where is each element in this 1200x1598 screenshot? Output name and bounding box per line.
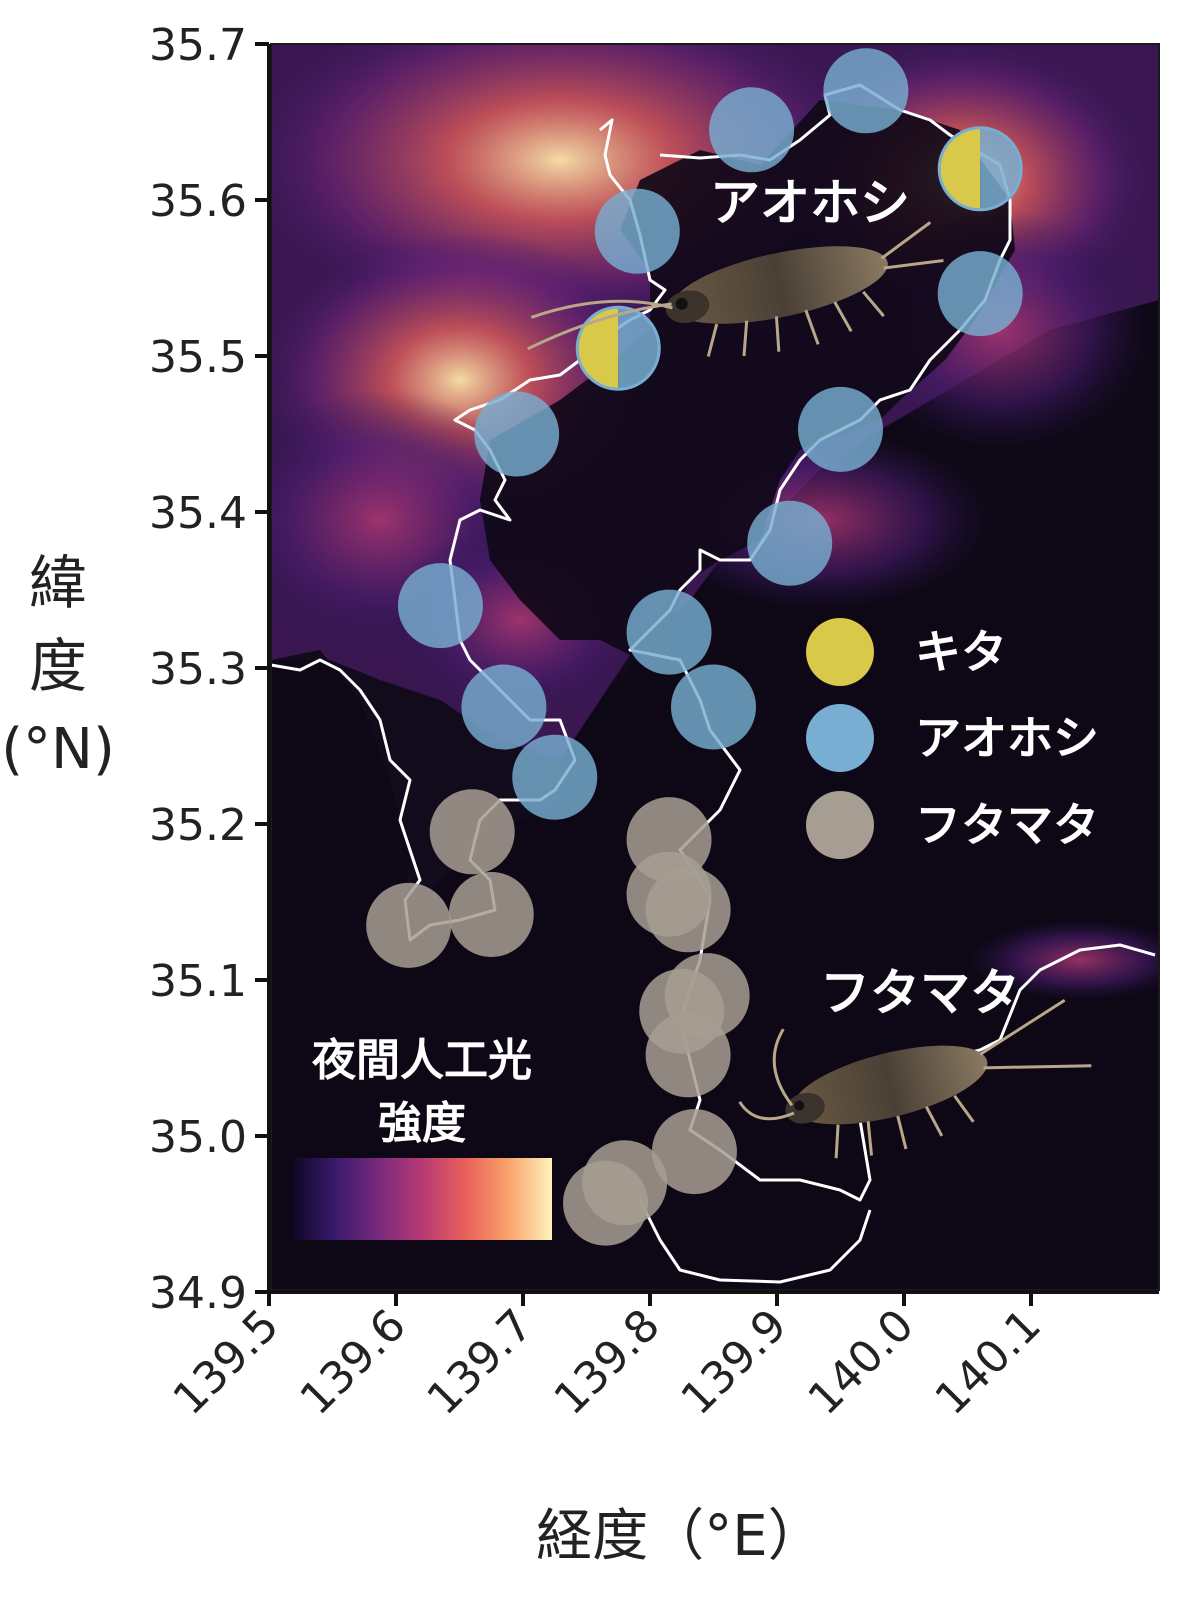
site-aohoshi-half xyxy=(980,127,1022,210)
y-axis-title-unit: (°N) xyxy=(1,717,115,782)
sample-sites xyxy=(366,48,1023,1246)
site-aohoshi xyxy=(671,664,756,750)
y-axis-title-char2: 度 xyxy=(29,632,87,700)
site-aohoshi xyxy=(626,589,712,675)
site-ring xyxy=(937,126,1023,212)
x-tick-label: 139.7 xyxy=(418,1300,543,1425)
site-aohoshi xyxy=(823,48,909,134)
isopod-futamata-photo xyxy=(738,998,1092,1159)
site-futamata xyxy=(645,1012,731,1098)
site-aohoshi xyxy=(512,734,598,820)
x-tick-label: 139.9 xyxy=(672,1300,797,1425)
site-futamata xyxy=(645,867,731,953)
y-tick-label: 35.7 xyxy=(149,20,247,71)
x-tick-label: 139.6 xyxy=(291,1300,416,1425)
site-futamata xyxy=(448,871,534,957)
site-aohoshi xyxy=(798,386,883,472)
site-aohoshi xyxy=(594,188,680,274)
x-ticks: 139.5 139.6 139.7 139.8 139.9 140.0 140.1 xyxy=(164,1292,1051,1425)
miura-land xyxy=(271,650,560,930)
site-aohoshi xyxy=(937,251,1023,337)
legend: キタ アオホシ フタマタ xyxy=(806,618,1099,859)
y-tick-label: 35.6 xyxy=(149,176,247,227)
x-tick-label: 139.8 xyxy=(545,1300,670,1425)
site-futamata xyxy=(563,1160,649,1246)
site-kita-half xyxy=(577,307,619,390)
y-tick-label: 35.1 xyxy=(149,956,247,1007)
legend-label-kita: キタ xyxy=(915,625,1007,679)
legend-swatch-kita xyxy=(806,618,874,686)
site-mixed xyxy=(937,126,1023,212)
site-ring xyxy=(575,305,661,391)
legend-label-futamata: フタマタ xyxy=(915,798,1099,852)
site-mixed xyxy=(575,305,661,391)
legend-swatch-aohoshi xyxy=(806,704,874,772)
site-aohoshi-half xyxy=(618,307,660,390)
x-axis-title: 経度（°E） xyxy=(536,1504,823,1569)
y-tick-label: 35.0 xyxy=(149,1112,247,1163)
x-tick-label: 140.1 xyxy=(926,1300,1051,1425)
legend-label-aohoshi: アオホシ xyxy=(915,711,1099,765)
site-aohoshi xyxy=(461,664,547,750)
coastline-south xyxy=(638,1199,872,1284)
y-ticks: 35.7 35.6 35.5 35.4 35.3 35.2 35.1 35.0 34.9 xyxy=(149,20,269,1319)
colorbar-title-line1: 夜間人工光 xyxy=(311,1035,532,1086)
site-futamata xyxy=(366,882,452,968)
isopod-aohoshi-photo xyxy=(527,221,944,357)
x-tick-label: 140.0 xyxy=(799,1300,924,1425)
colorbar: 夜間人工光 強度 xyxy=(293,1035,552,1240)
site-aohoshi xyxy=(747,500,833,586)
site-futamata xyxy=(429,789,515,875)
y-tick-label: 35.5 xyxy=(149,332,247,383)
y-tick-label: 34.9 xyxy=(149,1268,247,1319)
colorbar-title-line2: 強度 xyxy=(378,1098,466,1149)
map-label-aohoshi: アオホシ xyxy=(710,174,910,232)
site-aohoshi xyxy=(474,391,560,477)
map-label-futamata: フタマタ xyxy=(820,964,1020,1022)
site-aohoshi xyxy=(397,563,483,649)
y-axis-title-char1: 緯 xyxy=(29,549,87,617)
site-kita-half xyxy=(939,127,981,210)
y-tick-label: 35.4 xyxy=(149,488,247,539)
colorbar-gradient xyxy=(293,1158,552,1240)
y-tick-label: 35.3 xyxy=(149,644,247,695)
legend-swatch-futamata xyxy=(806,791,874,859)
site-aohoshi xyxy=(709,87,795,173)
y-tick-label: 35.2 xyxy=(149,800,247,851)
